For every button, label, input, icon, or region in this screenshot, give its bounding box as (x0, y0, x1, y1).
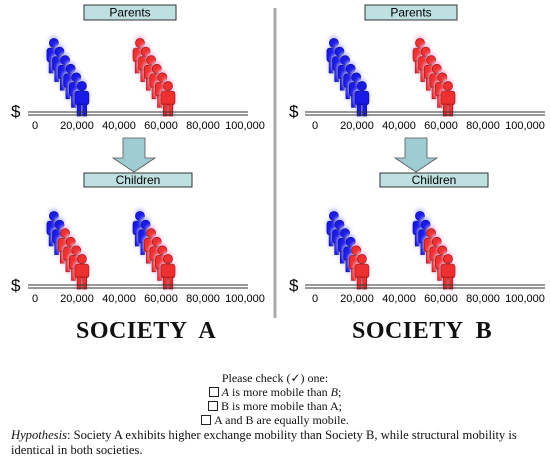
parents-people-a (46, 35, 176, 118)
hypothesis-caption: Hypothesis: Society A exhibits higher ex… (11, 428, 546, 458)
children-people-b (326, 208, 456, 291)
tick-label: 60,000 (424, 120, 458, 132)
parents-people-b (326, 35, 456, 118)
tick-label: 80,000 (466, 293, 500, 305)
tick-label: 20,000 (340, 293, 374, 305)
income-axis-children-a: $ 0 20,000 40,000 60,000 80,000 100,000 (11, 276, 265, 305)
income-axis-children-b: $ 0 20,000 40,000 60,000 80,000 100,000 (289, 276, 545, 305)
parents-label: Parents (109, 6, 150, 20)
mobility-figure: Parents $ 0 20,000 40,000 60,000 80,000 100,0… (11, 4, 545, 318)
parents-label-box (83, 4, 177, 21)
hypothesis-lead: Hypothesis (11, 428, 67, 442)
down-arrow-icon (393, 137, 439, 173)
society-a-title: SOCIETY A (76, 318, 217, 344)
panel-society-a: Parents $ 0 20,000 40,000 60,000 80,000 100,0… (11, 4, 265, 305)
currency-symbol: $ (289, 276, 299, 295)
tick-label: 40,000 (102, 120, 136, 132)
hypothesis-text: : Society A exhibits higher exchange mob… (11, 428, 517, 457)
tick-label: 80,000 (186, 120, 220, 132)
option-c-label: A and B are equally mobile. (214, 413, 349, 427)
currency-symbol: $ (11, 276, 21, 295)
tick-label: 80,000 (466, 120, 500, 132)
survey-question: Please check (✓) one: A is more mobile t… (0, 371, 550, 427)
survey-prompt: Please check (✓) one: (221, 371, 329, 385)
tick-label: 0 (312, 120, 318, 132)
survey-option-b[interactable]: B is more mobile than A; (0, 399, 550, 413)
tick-label: 100,000 (505, 120, 545, 132)
children-label: Children (412, 173, 457, 187)
tick-label: 40,000 (102, 293, 136, 305)
children-label-box (379, 172, 489, 188)
panel-society-b: Parents $ 0 20,000 40,000 60,000 80,000 100,0… (289, 4, 545, 305)
option-a-end-letter: B (330, 385, 338, 399)
currency-symbol: $ (11, 102, 21, 121)
children-people-a (46, 208, 176, 291)
option-a-letter: A (221, 385, 229, 399)
option-a-mid: is more mobile than (229, 385, 331, 399)
tick-label: 0 (32, 293, 38, 305)
tick-label: 80,000 (186, 293, 220, 305)
tick-label: 60,000 (144, 120, 178, 132)
checkbox-icon[interactable] (201, 415, 212, 425)
option-b-label: B is more mobile than A; (221, 399, 342, 413)
income-axis-parents-b: $ 0 20,000 40,000 60,000 80,000 100,000 (289, 102, 545, 132)
tick-label: 40,000 (382, 293, 416, 305)
currency-symbol: $ (289, 102, 299, 121)
tick-label: 40,000 (382, 120, 416, 132)
children-label-box (83, 172, 193, 188)
parents-label-box (364, 4, 458, 21)
tick-label: 0 (312, 293, 318, 305)
tick-label: 60,000 (144, 293, 178, 305)
option-a-tail: ; (338, 385, 342, 399)
checkbox-icon[interactable] (208, 387, 219, 397)
tick-label: 20,000 (340, 120, 374, 132)
tick-label: 60,000 (424, 293, 458, 305)
checkbox-icon[interactable] (208, 401, 218, 411)
tick-label: 100,000 (225, 293, 265, 305)
tick-label: 20,000 (60, 293, 94, 305)
tick-label: 100,000 (505, 293, 545, 305)
survey-option-a[interactable]: A is more mobile than B; (0, 385, 550, 399)
income-axis-parents-a: $ 0 20,000 40,000 60,000 80,000 100,000 (11, 102, 265, 132)
society-b-title: SOCIETY B (352, 318, 493, 344)
children-label: Children (116, 173, 161, 187)
down-arrow-icon (111, 137, 157, 173)
tick-label: 100,000 (225, 120, 265, 132)
parents-label: Parents (390, 6, 431, 20)
tick-label: 0 (32, 120, 38, 132)
tick-label: 20,000 (60, 120, 94, 132)
survey-option-c[interactable]: A and B are equally mobile. (0, 413, 550, 427)
